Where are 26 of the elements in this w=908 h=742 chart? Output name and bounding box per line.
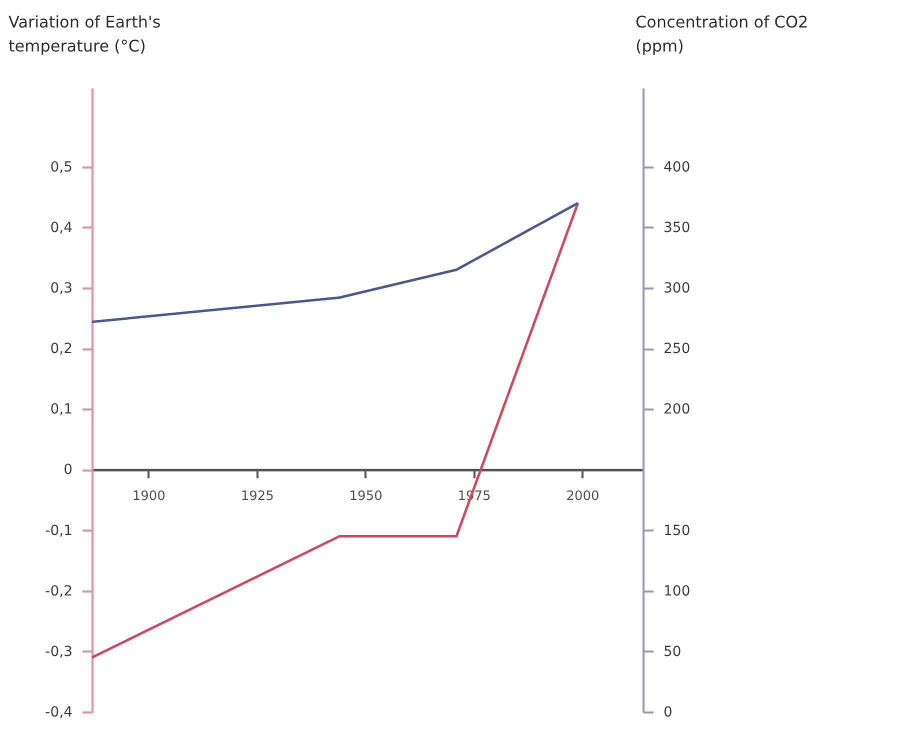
y2-tick-label: 350 <box>664 220 690 236</box>
y3-tick-label: 100 <box>664 583 690 600</box>
x-tick-label: 1925 <box>240 489 274 504</box>
y-tick-label: -0,2 <box>45 583 72 600</box>
y3-tick-label: 150 <box>664 522 690 539</box>
y-tick-label: -0,4 <box>45 704 73 720</box>
y2-tick-label: 400 <box>664 159 690 176</box>
y3-tick-label: 50 <box>664 644 682 660</box>
y2-tick-label: 250 <box>664 341 690 358</box>
y-tick-label: -0,1 <box>45 522 72 539</box>
y-axis-title: Variation of Earth's temperature (°C) <box>8 12 161 56</box>
x-tick-label: 2000 <box>566 489 600 504</box>
y2-tick-label: 200 <box>664 402 690 418</box>
y2-axis-title: Concentration of CO2 (ppm) <box>636 12 808 56</box>
y3-tick-label: 0 <box>664 704 672 720</box>
y-tick-label: 0,2 <box>50 341 72 358</box>
y2-tick-label: 300 <box>664 280 690 296</box>
line-series <box>90 202 580 324</box>
y-tick-label: 0,1 <box>50 402 72 418</box>
y-tick-label: -0,3 <box>45 644 72 660</box>
y-tick-label: 0 <box>64 462 72 478</box>
y-tick-label: 0,3 <box>50 280 72 296</box>
y-tick-label: 0,5 <box>50 159 72 176</box>
y-tick-label: 0,4 <box>50 220 73 236</box>
x-tick-label: 1950 <box>349 489 382 504</box>
x-tick-label: 1900 <box>132 489 166 504</box>
